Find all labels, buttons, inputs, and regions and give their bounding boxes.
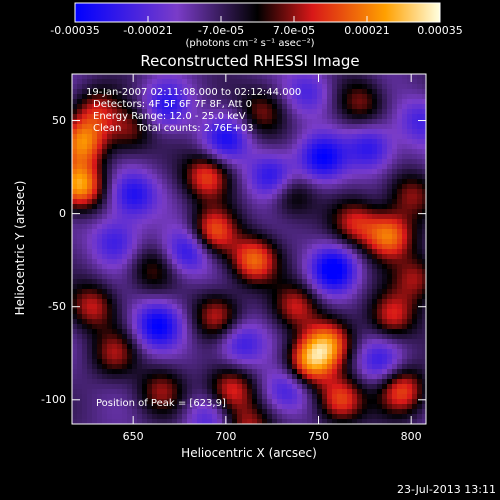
x-tick-label: 700 xyxy=(215,430,237,443)
colorbar-gradient xyxy=(75,3,440,22)
colorbar-tick-label: -0.00035 xyxy=(50,24,100,37)
x-tick-label: 750 xyxy=(308,430,329,443)
heatmap xyxy=(71,73,427,425)
colorbar-tick-label: 7.0e-05 xyxy=(272,24,316,37)
x-axis-ticks xyxy=(132,74,412,424)
colorbar-tick-label: -0.00021 xyxy=(123,24,173,37)
heatmap-canvas xyxy=(72,74,426,424)
colorbar xyxy=(74,2,441,23)
y-tick-label: 50 xyxy=(52,113,66,127)
colorbar-tick-label: 0.00021 xyxy=(344,24,390,37)
overlay-peak-position: Position of Peak = [623,9] xyxy=(96,398,226,409)
y-tick-label: -50 xyxy=(48,299,66,313)
overlay-time-range: 19-Jan-2007 02:11:08.000 to 02:12:44.000 xyxy=(86,87,302,98)
overlay-detectors: Detectors: 4F 5F 6F 7F 8F, Att 0 xyxy=(93,99,253,110)
x-tick-label: 650 xyxy=(122,430,144,443)
y-tick-label: 0 xyxy=(59,206,66,220)
colorbar-tick-label: -7.0e-05 xyxy=(197,24,245,37)
y-axis-label: Heliocentric Y (arcsec) xyxy=(13,180,27,316)
x-axis-label: Heliocentric X (arcsec) xyxy=(181,446,317,460)
colorbar-tick-label: 0.00035 xyxy=(417,24,463,37)
x-tick-label: 800 xyxy=(400,430,422,443)
colorbar-ticks xyxy=(74,16,441,22)
overlay-energy-range: Energy Range: 12.0 - 25.0 keV xyxy=(93,111,246,122)
footer-date: 23-Jul-2013 13:11 xyxy=(396,483,496,496)
chart-title: Reconstructed RHESSI Image xyxy=(140,52,360,70)
y-tick-label: -100 xyxy=(41,392,66,406)
colorbar-frame xyxy=(74,2,441,23)
y-axis-ticks xyxy=(72,120,426,401)
overlay-clean-counts: Clean Total counts: 2.76E+03 xyxy=(93,123,254,134)
colorbar-unit-label: (photons cm⁻² s⁻¹ asec⁻²) xyxy=(185,38,315,49)
plot-frame xyxy=(71,73,427,425)
